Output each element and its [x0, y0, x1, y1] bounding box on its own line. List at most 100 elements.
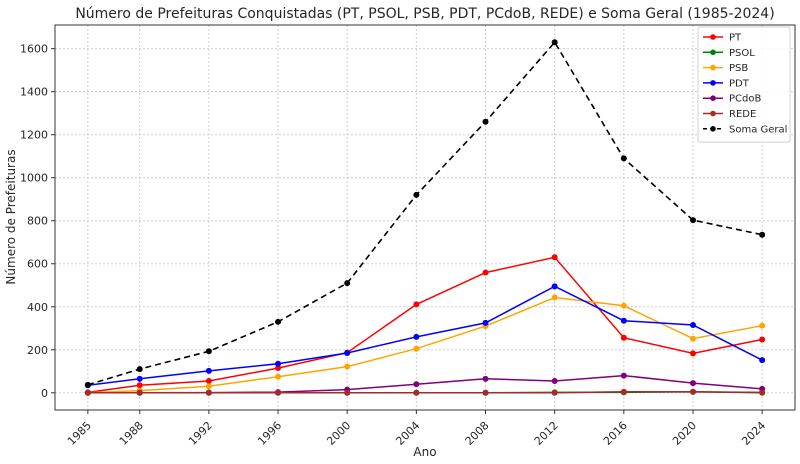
data-point-psb	[620, 302, 627, 309]
legend-label-soma-geral: Soma Geral	[729, 124, 787, 135]
data-point-pt	[205, 377, 212, 384]
data-point-rede	[344, 389, 351, 396]
data-point-pt	[689, 350, 696, 357]
data-point-pdt	[275, 360, 282, 367]
legend-label-rede: REDE	[729, 109, 756, 120]
legend-marker-rede	[710, 110, 716, 117]
legend-label-pt: PT	[729, 33, 742, 44]
y-tick-label: 400	[27, 301, 48, 314]
data-point-psb	[413, 345, 420, 352]
data-point-pdt	[344, 350, 351, 357]
y-tick-label: 1200	[20, 129, 48, 142]
data-point-pdt	[620, 317, 627, 324]
legend: PT PSOL PSB PDT PCdoB REDE Soma Geral	[697, 26, 791, 143]
data-point-soma-geral	[84, 381, 91, 388]
x-tick-label: 1988	[117, 419, 146, 448]
y-tick-label: 1400	[20, 86, 48, 99]
data-point-pdt	[482, 319, 489, 326]
data-point-pt	[482, 269, 489, 276]
data-point-psb	[551, 294, 558, 301]
legend-marker-psol	[710, 49, 716, 56]
data-point-pt	[413, 301, 420, 308]
x-tick-label: 2004	[393, 419, 422, 448]
y-tick-label: 800	[27, 215, 48, 228]
x-tick-label: 2012	[532, 419, 561, 448]
data-point-soma-geral	[482, 118, 489, 125]
y-tick-label: 1600	[20, 43, 48, 56]
legend-marker-soma-geral	[710, 126, 716, 132]
data-point-pdt	[689, 322, 696, 329]
y-axis-ticks: 0 200 400 600 800 1000 1200 1400 1600	[20, 43, 55, 400]
data-point-rede	[759, 389, 766, 396]
data-point-pdt	[551, 283, 558, 290]
x-axis-ticks: 1985 1988 1992 1996 2000 2004 2008 2012 2016 2020…	[65, 410, 768, 448]
x-tick-label: 1996	[255, 419, 284, 448]
data-point-pt	[551, 254, 558, 261]
data-point-rede	[275, 389, 282, 396]
y-tick-label: 0	[41, 387, 48, 400]
x-tick-label: 2020	[670, 419, 699, 448]
data-point-psb	[205, 383, 212, 390]
data-point-soma-geral	[620, 155, 627, 162]
legend-marker-pdt	[710, 80, 716, 86]
chart-title: Número de Prefeituras Conquistadas (PT, …	[75, 6, 774, 22]
data-point-psb	[759, 322, 766, 329]
legend-label-psb: PSB	[729, 63, 748, 74]
legend-marker-psb	[710, 64, 716, 71]
data-point-psb	[344, 363, 351, 370]
series-line-soma-geral	[87, 40, 763, 386]
x-tick-label: 2016	[601, 419, 630, 448]
data-point-pdt	[136, 375, 143, 382]
plot-frame	[54, 24, 796, 411]
data-point-rede	[620, 388, 627, 395]
data-point-rede	[205, 389, 212, 396]
data-point-soma-geral	[759, 231, 766, 238]
data-point-pcdob	[551, 377, 558, 384]
data-point-soma-geral	[205, 348, 212, 355]
data-point-soma-geral	[275, 318, 282, 325]
x-tick-label: 1992	[186, 419, 215, 448]
data-point-soma-geral	[413, 191, 420, 198]
data-point-rede	[689, 388, 696, 395]
data-point-pcdob	[620, 372, 627, 379]
x-tick-label: 2000	[324, 419, 353, 448]
data-point-psb	[689, 335, 696, 342]
series-line-psb	[87, 296, 763, 394]
x-axis-label: Ano	[413, 445, 436, 459]
data-point-rede	[551, 389, 558, 396]
data-point-soma-geral	[689, 217, 696, 224]
data-point-psb	[275, 373, 282, 380]
series-line-pt	[87, 256, 763, 394]
legend-marker-pt	[710, 34, 716, 40]
data-point-pdt	[759, 357, 766, 364]
legend-label-psol: PSOL	[729, 48, 755, 59]
data-point-soma-geral	[551, 39, 558, 46]
data-point-pcdob	[413, 381, 420, 388]
data-point-pcdob	[482, 375, 489, 382]
x-tick-label: 2008	[463, 419, 492, 448]
data-point-pdt	[205, 367, 212, 374]
data-point-rede	[136, 389, 143, 396]
data-point-pcdob	[689, 380, 696, 387]
data-point-rede	[84, 389, 91, 396]
data-point-pt	[275, 365, 282, 372]
data-point-rede	[482, 389, 489, 396]
data-point-pt	[620, 334, 627, 341]
y-axis-label: Número de Prefeituras	[4, 149, 18, 284]
data-point-pdt	[413, 333, 420, 340]
x-tick-label: 1985	[65, 419, 94, 448]
data-point-pt	[136, 382, 143, 389]
data-point-soma-geral	[344, 280, 351, 287]
grid-lines	[55, 25, 795, 410]
data-point-soma-geral	[136, 366, 143, 373]
y-tick-label: 600	[27, 258, 48, 271]
y-tick-label: 200	[27, 344, 48, 357]
series-lines	[84, 39, 766, 396]
data-point-pt	[759, 336, 766, 343]
x-tick-label: 2024	[739, 419, 768, 448]
data-point-rede	[413, 389, 420, 396]
series-line-pcdob	[87, 374, 763, 394]
legend-label-pcdob: PCdoB	[729, 94, 761, 105]
y-tick-label: 1000	[20, 172, 48, 185]
